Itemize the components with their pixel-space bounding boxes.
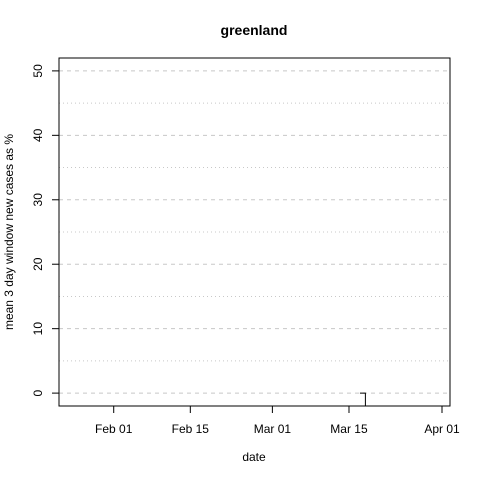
y-axis: 0 10 20 30 40 50 bbox=[31, 64, 60, 396]
x-tick-label: Feb 15 bbox=[172, 422, 210, 436]
y-tick-label: 10 bbox=[31, 322, 45, 336]
x-tick-label: Apr 01 bbox=[424, 422, 460, 436]
gridlines bbox=[59, 70, 450, 394]
x-tick-label: Mar 01 bbox=[254, 422, 292, 436]
y-tick-label: 30 bbox=[31, 193, 45, 207]
x-tick-label: Mar 15 bbox=[330, 422, 368, 436]
y-tick-label: 50 bbox=[31, 64, 45, 78]
y-tick-label: 0 bbox=[31, 389, 45, 396]
y-tick-label: 20 bbox=[31, 257, 45, 271]
y-tick-label: 40 bbox=[31, 128, 45, 142]
y-axis-label: mean 3 day window new cases as % bbox=[2, 134, 16, 330]
series-line bbox=[359, 392, 366, 406]
x-axis: Feb 01 Feb 15 Mar 01 Mar 15 Apr 01 bbox=[95, 405, 460, 436]
chart-title: greenland bbox=[221, 22, 288, 38]
data-series bbox=[359, 392, 366, 406]
x-axis-label: date bbox=[242, 450, 266, 464]
x-tick-label: Feb 01 bbox=[95, 422, 133, 436]
